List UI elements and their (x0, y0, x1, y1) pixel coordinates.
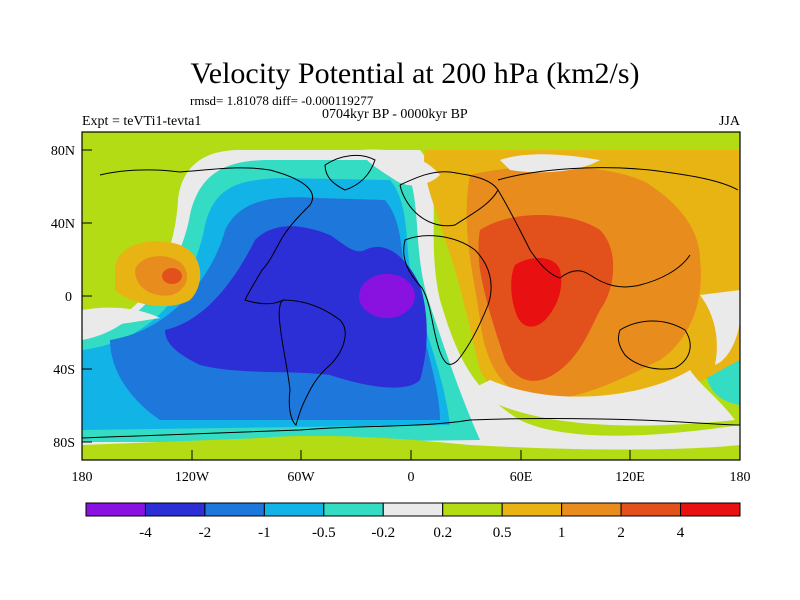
coastline-australia (617, 320, 691, 370)
plot-title: Velocity Potential at 200 hPa (km2/s) (190, 57, 639, 90)
lat-tick-label: 40S (53, 363, 75, 378)
lon-tick-label: 60E (510, 470, 533, 485)
lat-tick-40S: 40S (53, 363, 92, 378)
lon-tick-label: 60W (287, 470, 315, 485)
colorbar-label: 0.5 (493, 525, 512, 541)
lat-axis: 80N 40N 0 40S 80S (51, 144, 92, 451)
positive-region-northpacific-max (162, 268, 182, 284)
lat-tick-80S: 80S (53, 436, 92, 451)
lat-tick-0: 0 (65, 290, 92, 305)
colorbar-swatch (204, 502, 265, 517)
coastline-antarctica (82, 418, 740, 439)
colorbar-swatch (263, 502, 325, 517)
colorbar-swatch (561, 502, 622, 517)
lon-tick-label: 180 (72, 470, 93, 485)
colorbar-swatch (442, 502, 503, 517)
coastline-asia (497, 167, 739, 288)
negative-max-core (359, 274, 415, 318)
negative-region-vstrong (165, 226, 427, 388)
lat-tick-label: 40N (51, 217, 75, 232)
colorbar-label: -0.5 (312, 525, 336, 541)
colorbar-swatch (144, 502, 206, 517)
colorbar-label: 4 (677, 525, 685, 541)
colorbar-swatch (501, 502, 563, 517)
coastlines (82, 154, 740, 439)
lon-tick-label: 120E (615, 470, 645, 485)
lat-tick-label: 80N (51, 144, 75, 159)
positive-band-antarctic (82, 435, 740, 460)
lat-tick-label: 80S (53, 436, 75, 451)
colorbar-label: 0.2 (433, 525, 452, 541)
colorbar-label: -4 (139, 525, 152, 541)
experiment-label: Expt = teVTi1-tevta1 (82, 114, 201, 129)
contour-map (82, 132, 740, 460)
colorbar: -4 -2 -1 -0.5 -0.2 0.2 0.5 1 2 4 (85, 502, 741, 541)
lat-tick-40N: 40N (51, 217, 92, 232)
colorbar-label: 2 (617, 525, 625, 541)
stats-line: rmsd= 1.81078 diff= -0.000119277 (190, 93, 374, 108)
coastline-europe (399, 171, 499, 227)
neutral-band-arctic-east (500, 154, 600, 173)
lon-tick-label: 180 (730, 470, 751, 485)
coastline-africa (403, 235, 492, 365)
lon-tick-60W: 60W (287, 450, 315, 485)
lat-tick-label: 0 (65, 290, 72, 305)
colorbar-swatch (620, 502, 682, 517)
coastline-south-america (278, 299, 346, 426)
lon-tick-label: 120W (175, 470, 210, 485)
colorbar-swatch (382, 502, 444, 517)
lon-tick-60E: 60E (510, 450, 533, 485)
lon-tick-180-west: 180 (72, 450, 93, 485)
coastline-north-america (99, 167, 313, 305)
lat-tick-80N: 80N (51, 144, 92, 159)
coastline-greenland (324, 154, 376, 191)
neutral-band-southpacific (82, 307, 160, 330)
lon-tick-180-east: 180 (730, 450, 751, 485)
lon-tick-120E: 120E (615, 450, 645, 485)
lon-tick-0: 0 (408, 450, 415, 485)
colorbar-swatch (680, 502, 741, 517)
colorbar-swatch (85, 502, 146, 517)
season-label: JJA (719, 114, 741, 129)
colorbar-label: -0.2 (371, 525, 395, 541)
lon-tick-label: 0 (408, 470, 415, 485)
period-label: 0704kyr BP - 0000kyr BP (322, 107, 468, 122)
neutral-band-east (470, 370, 735, 426)
lon-tick-120W: 120W (175, 450, 210, 485)
colorbar-label: -1 (258, 525, 271, 541)
lon-axis: 180 120W 60W 0 60E 120E 180 (72, 450, 751, 485)
colorbar-swatch (323, 502, 384, 517)
positive-max-core (511, 258, 562, 327)
colorbar-label: 1 (558, 525, 566, 541)
colorbar-label: -2 (199, 525, 212, 541)
positive-region-northpacific-core (135, 256, 187, 296)
neutral-band-eastpacific (700, 290, 740, 365)
